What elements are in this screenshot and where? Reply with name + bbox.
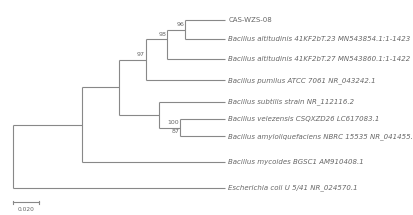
Text: 97: 97 bbox=[137, 52, 145, 57]
Text: Bacillus velezensis CSQXZD26 LC617083.1: Bacillus velezensis CSQXZD26 LC617083.1 bbox=[228, 116, 380, 122]
Text: Bacillus altitudinis 41KF2bT.23 MN543854.1:1-1423: Bacillus altitudinis 41KF2bT.23 MN543854… bbox=[228, 36, 411, 42]
Text: Bacillus altitudinis 41KF2bT.27 MN543860.1:1-1422: Bacillus altitudinis 41KF2bT.27 MN543860… bbox=[228, 56, 411, 62]
Text: CAS-WZS-08: CAS-WZS-08 bbox=[228, 17, 272, 23]
Text: Bacillus pumilus ATCC 7061 NR_043242.1: Bacillus pumilus ATCC 7061 NR_043242.1 bbox=[228, 77, 376, 84]
Text: Bacillus mycoides BGSC1 AM910408.1: Bacillus mycoides BGSC1 AM910408.1 bbox=[228, 159, 364, 165]
Text: 87: 87 bbox=[171, 129, 179, 134]
Text: Bacillus amyloliquefaciens NBRC 15535 NR_041455.1: Bacillus amyloliquefaciens NBRC 15535 NR… bbox=[228, 133, 413, 140]
Text: 100: 100 bbox=[168, 120, 179, 125]
Text: 98: 98 bbox=[158, 32, 166, 37]
Text: 0.020: 0.020 bbox=[17, 207, 34, 212]
Text: Escherichia coli U 5/41 NR_024570.1: Escherichia coli U 5/41 NR_024570.1 bbox=[228, 184, 358, 191]
Text: 96: 96 bbox=[177, 22, 185, 27]
Text: Bacillus subtilis strain NR_112116.2: Bacillus subtilis strain NR_112116.2 bbox=[228, 98, 354, 105]
